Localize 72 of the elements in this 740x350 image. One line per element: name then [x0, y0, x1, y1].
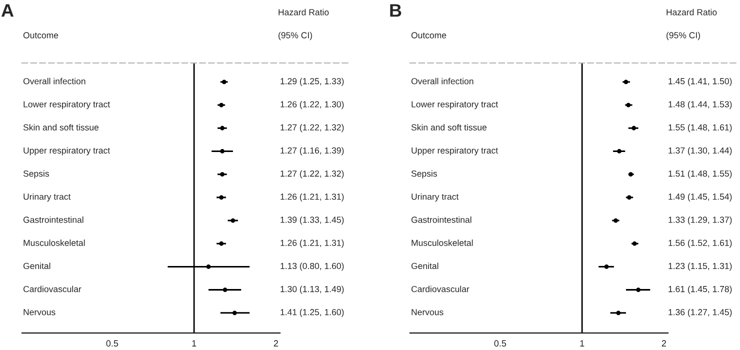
text: Outcome — [411, 32, 446, 38]
y-tick-label: Genital — [23, 262, 50, 270]
y-tick-label: Overall infection — [23, 78, 86, 84]
y-tick-label: Upper respiratory tract — [412, 147, 498, 156]
x-tick-label: 0.5 — [494, 340, 506, 347]
data-label: 1.30 (1.13, 1.49) — [280, 286, 344, 294]
point — [219, 195, 224, 200]
data-label: 1.29 (1.25, 1.33) — [280, 78, 344, 86]
y-tick-label: Overall infection — [411, 78, 474, 84]
y-tick-label: Skin and soft tissue — [23, 124, 99, 130]
data-label: 1.26 (1.22, 1.30) — [280, 100, 344, 110]
y-tick-label: Gastrointestinal — [23, 216, 84, 223]
data-label: 1.13 (0.80, 1.60) — [280, 262, 344, 271]
data-label: 1.61 (1.45, 1.78) — [668, 286, 732, 294]
chart-title: B — [390, 4, 402, 17]
point — [219, 241, 224, 246]
y-tick-label: Cardiovascular — [23, 286, 82, 292]
data-label: 1.39 (1.33, 1.45) — [280, 216, 344, 225]
y-tick-label: Urinary tract — [412, 193, 459, 202]
y-tick-label: Musculoskeletal — [24, 240, 85, 246]
y-tick-label: Genital — [411, 262, 438, 270]
y-tick-label: Lower respiratory tract — [24, 100, 110, 110]
y-tick-label: Urinary tract — [24, 193, 71, 202]
data-label: 1.27 (1.22, 1.32) — [280, 170, 344, 178]
text: (95% CI) — [278, 32, 312, 40]
y-tick-label: Sepsis — [411, 170, 437, 178]
data-label: 1.27 (1.16, 1.39) — [280, 147, 344, 156]
point — [222, 288, 228, 292]
text: Outcome — [23, 32, 58, 38]
point — [220, 149, 224, 154]
x-tick-label: 1 — [580, 340, 584, 346]
data-label: 1.51 (1.48, 1.55) — [668, 170, 732, 178]
chart-title: A — [1, 4, 14, 17]
data-label: 1.49 (1.45, 1.54) — [668, 193, 732, 202]
data-label: 1.33 (1.29, 1.37) — [668, 216, 732, 225]
data-label: 1.48 (1.44, 1.53) — [668, 100, 732, 110]
text: Hazard Ratio — [278, 8, 329, 16]
y-tick-label: Gastrointestinal — [411, 216, 472, 223]
y-tick-label: Upper respiratory tract — [24, 147, 110, 156]
point — [616, 310, 621, 316]
data-label: 1.36 (1.27, 1.45) — [668, 308, 732, 317]
data-label: 1.56 (1.52, 1.61) — [668, 240, 732, 248]
point — [604, 264, 609, 269]
data-label: 1.55 (1.48, 1.61) — [668, 124, 732, 132]
x-tick-label: 2 — [662, 340, 666, 346]
data-label: 1.26 (1.21, 1.31) — [280, 193, 344, 202]
y-tick-label: Musculoskeletal — [412, 240, 473, 246]
point — [636, 288, 641, 292]
y-tick-label: Nervous — [24, 309, 56, 316]
point — [206, 264, 211, 269]
data-label: 1.26 (1.21, 1.31) — [280, 240, 344, 248]
x-tick-label: 0.5 — [106, 340, 118, 347]
point — [220, 126, 224, 130]
point — [230, 218, 236, 223]
y-tick-label: Skin and soft tissue — [411, 124, 487, 130]
data-label: 1.27 (1.22, 1.32) — [280, 124, 344, 132]
text: Hazard Ratio — [666, 8, 717, 16]
x-tick-label: 1 — [192, 340, 196, 346]
y-tick-label: Cardiovascular — [411, 286, 470, 292]
point — [220, 172, 224, 177]
point — [632, 126, 636, 130]
x-tick-label: 2 — [274, 340, 278, 346]
point — [617, 149, 622, 154]
data-label: 1.23 (1.15, 1.31) — [668, 262, 732, 271]
y-tick-label: Lower respiratory tract — [412, 100, 498, 110]
point — [232, 310, 237, 316]
y-tick-label: Sepsis — [23, 170, 49, 178]
data-label: 1.41 (1.25, 1.60) — [280, 308, 344, 317]
data-label: 1.37 (1.30, 1.44) — [668, 147, 732, 156]
data-label: 1.45 (1.41, 1.50) — [668, 78, 732, 86]
text: (95% CI) — [666, 32, 700, 40]
y-tick-label: Nervous — [412, 309, 444, 316]
